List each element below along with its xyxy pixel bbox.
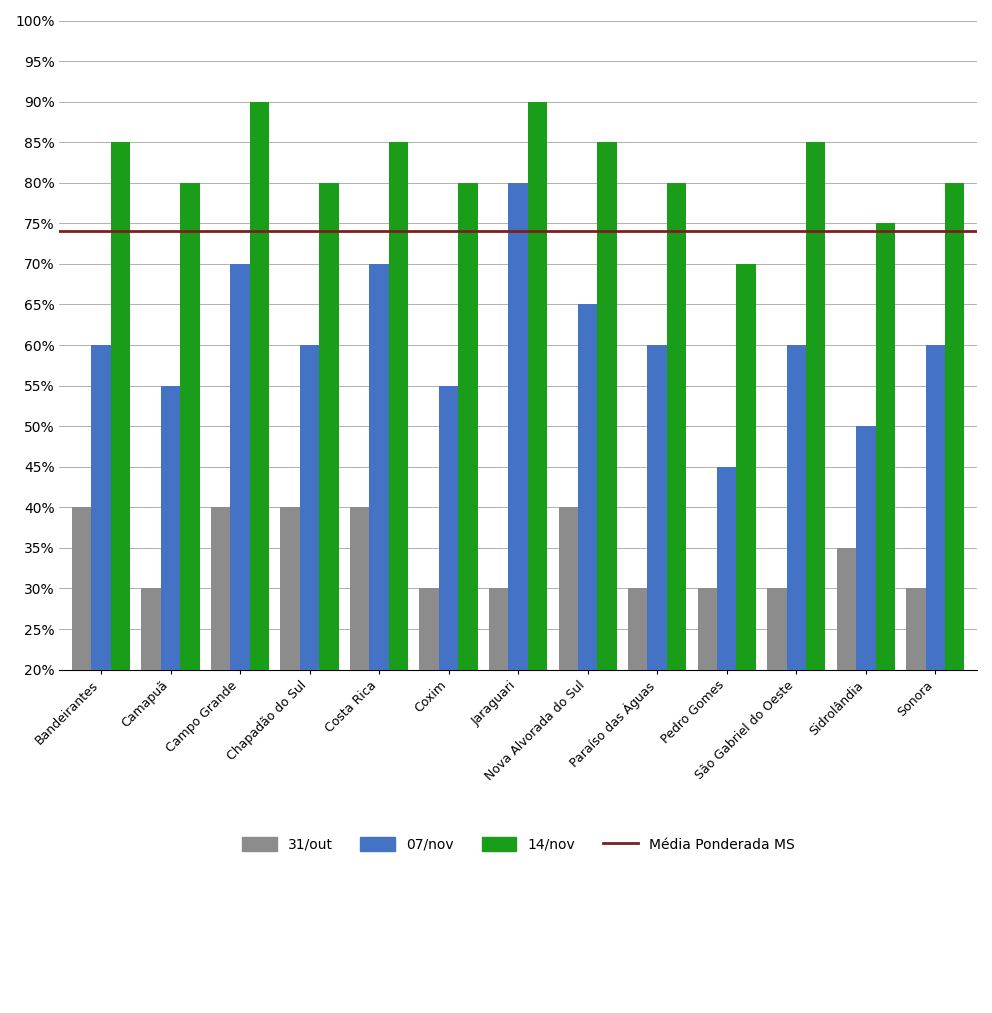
Legend: 31/out, 07/nov, 14/nov, Média Ponderada MS: 31/out, 07/nov, 14/nov, Média Ponderada …: [236, 832, 801, 857]
Bar: [528, 101, 548, 670]
Bar: [300, 345, 319, 670]
Bar: [856, 426, 876, 670]
Bar: [628, 589, 648, 670]
Bar: [161, 386, 181, 670]
Bar: [597, 142, 617, 670]
Bar: [876, 223, 895, 670]
Bar: [906, 589, 926, 670]
Bar: [389, 142, 409, 670]
Bar: [767, 589, 787, 670]
Bar: [697, 589, 717, 670]
Bar: [558, 508, 578, 670]
Bar: [509, 182, 528, 670]
Bar: [836, 548, 856, 670]
Bar: [230, 264, 250, 670]
Bar: [458, 182, 478, 670]
Bar: [806, 142, 825, 670]
Bar: [281, 508, 300, 670]
Bar: [319, 182, 339, 670]
Bar: [250, 101, 269, 670]
Bar: [181, 182, 199, 670]
Bar: [489, 589, 509, 670]
Bar: [667, 182, 686, 670]
Bar: [578, 305, 597, 670]
Bar: [71, 508, 91, 670]
Bar: [142, 589, 161, 670]
Bar: [111, 142, 130, 670]
Bar: [648, 345, 667, 670]
Bar: [350, 508, 369, 670]
Bar: [420, 589, 438, 670]
Bar: [369, 264, 389, 670]
Bar: [91, 345, 111, 670]
Bar: [211, 508, 230, 670]
Bar: [945, 182, 964, 670]
Bar: [787, 345, 806, 670]
Bar: [717, 467, 736, 670]
Bar: [736, 264, 756, 670]
Bar: [926, 345, 945, 670]
Bar: [438, 386, 458, 670]
